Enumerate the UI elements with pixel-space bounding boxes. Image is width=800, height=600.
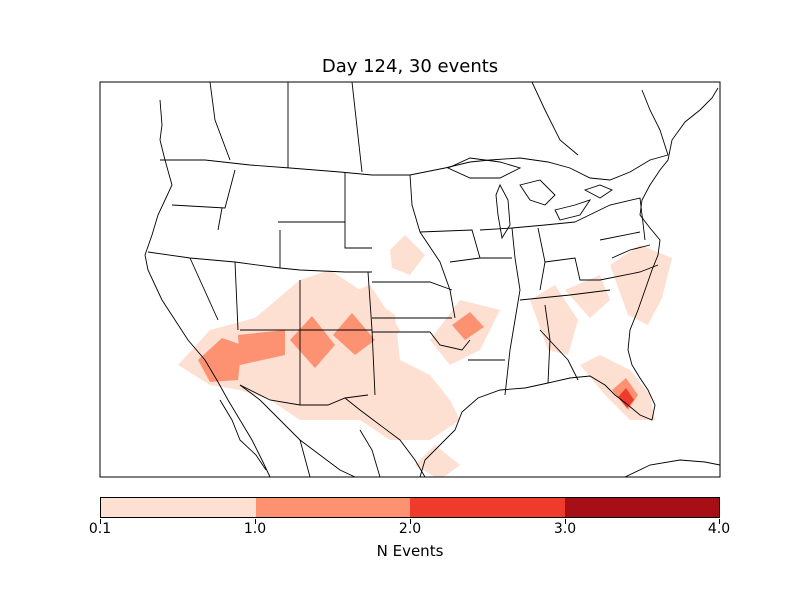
colorbar-tick bbox=[100, 519, 101, 524]
colorbar-segment bbox=[101, 498, 256, 517]
boundary-lines bbox=[144, 82, 720, 477]
colorbar-segment bbox=[564, 498, 719, 517]
colorbar-segment bbox=[255, 498, 410, 517]
colorbar-tick-label: 2.0 bbox=[398, 521, 422, 537]
colorbar-tick-label: 3.0 bbox=[553, 521, 577, 537]
colorbar-tick bbox=[410, 519, 411, 524]
colorbar-label: N Events bbox=[376, 542, 444, 560]
colorbar-segment bbox=[410, 498, 565, 517]
event-density-shading bbox=[178, 235, 672, 477]
colorbar-tick-label: 1.0 bbox=[243, 521, 267, 537]
map-title: Day 124, 30 events bbox=[321, 56, 499, 77]
colorbar bbox=[100, 497, 720, 518]
colorbar-tick-label: 4.0 bbox=[707, 521, 731, 537]
colorbar-tick bbox=[719, 519, 720, 524]
colorbar-tick-label: 0.1 bbox=[88, 521, 112, 537]
map-frame bbox=[99, 81, 721, 478]
colorbar-tick bbox=[255, 519, 256, 524]
colorbar-tick bbox=[565, 519, 566, 524]
